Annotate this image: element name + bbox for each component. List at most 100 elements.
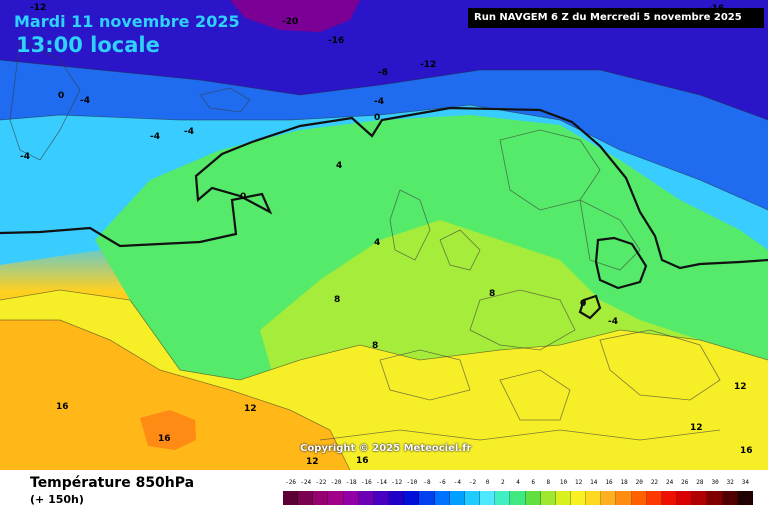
- forecast-date: Mardi 11 novembre 2025: [14, 12, 240, 31]
- scale-swatch: [540, 491, 556, 505]
- scale-tick-label: 0: [485, 479, 490, 486]
- scale-swatch: [677, 491, 693, 505]
- scale-tick-label: 20: [635, 479, 643, 486]
- warm-cell: [140, 410, 196, 450]
- scale-swatch: [722, 491, 738, 505]
- scale-tick-label: 24: [665, 479, 674, 486]
- isotherm-label: 4: [336, 161, 342, 171]
- scale-swatch: [495, 491, 511, 505]
- isotherm-label: -4: [80, 96, 90, 106]
- isotherm-label: 16: [356, 456, 369, 466]
- scale-tick-label: 4: [516, 479, 520, 486]
- copyright-text: Copyright © 2025 Meteociel.fr: [300, 443, 472, 454]
- isotherm-label: 12: [690, 423, 703, 433]
- orange-southwest: [0, 320, 350, 470]
- scale-swatch: [555, 491, 571, 505]
- scale-tick-label: -10: [406, 479, 418, 486]
- isotherm-label: 8: [489, 289, 495, 299]
- isotherm-label: 0: [580, 299, 586, 309]
- cold-core-north: [0, 0, 768, 120]
- scale-tick-label: 18: [620, 479, 628, 486]
- scale-tick-label: -16: [360, 479, 372, 486]
- isotherm-label: -4: [374, 97, 384, 107]
- forecast-local-time: 13:00 locale: [16, 33, 160, 57]
- isotherm-label: -4: [608, 317, 618, 327]
- cold-core-arctic: [230, 0, 360, 32]
- forecast-offset: (+ 150h): [30, 493, 84, 506]
- scale-tick-label: -24: [300, 479, 312, 486]
- isotherm-label: 16: [740, 446, 753, 456]
- isotherm-label: 16: [56, 402, 69, 412]
- color-scale: -26 -24 -22 -20 -18 -16 -14 -12 -10 -8 -6 -4 -2 0 2 4 6 8…: [283, 479, 753, 505]
- scale-tick-label: 34: [741, 479, 750, 486]
- scale-tick-label: -6: [438, 479, 446, 486]
- scale-tick-label: 6: [531, 479, 535, 486]
- scale-swatch: [646, 491, 662, 505]
- isotherm-label: 12: [244, 404, 257, 414]
- scale-swatch: [358, 491, 374, 505]
- scale-swatch: [449, 491, 465, 505]
- isotherm-label: -16: [328, 36, 344, 46]
- isotherm-label: 0: [374, 113, 380, 123]
- scale-tick-label: -12: [391, 479, 403, 486]
- scale-tick-label: 12: [575, 479, 583, 486]
- scale-swatch: [601, 491, 617, 505]
- scale-swatch: [661, 491, 678, 505]
- zero-isotherm: [0, 106, 768, 320]
- scale-tick-label: -4: [453, 479, 461, 486]
- scale-tick-label: 30: [711, 479, 719, 486]
- temperature-map: -12 -20 -16 -12 -8 -4 0 -4 -4 -4 -4 0 0 …: [0, 0, 768, 470]
- scale-swatch: [464, 491, 481, 505]
- color-scale-labels: -26 -24 -22 -20 -18 -16 -14 -12 -10 -8 -6 -4 -2 0 2 4 6 8…: [283, 479, 753, 489]
- model-run-label: Run NAVGEM 6 Z du Mercredi 5 novembre 20…: [468, 8, 764, 28]
- scale-swatch: [298, 491, 314, 505]
- scale-tick-label: -20: [330, 479, 342, 486]
- scale-tick-label: 22: [650, 479, 659, 486]
- scale-swatch: [404, 491, 420, 505]
- isotherm-label: 8: [372, 341, 378, 351]
- scale-swatch: [586, 491, 602, 505]
- scale-tick-label: 14: [590, 479, 598, 486]
- scale-tick-label: 2: [501, 479, 505, 486]
- scale-swatch: [434, 491, 450, 505]
- scale-tick-label: -2: [468, 479, 477, 486]
- footer-bar: Température 850hPa (+ 150h) -26 -24 -22 -20…: [0, 470, 768, 512]
- scale-swatch: [480, 491, 496, 505]
- isotherm-label: -4: [20, 152, 30, 162]
- isotherm-label: -12: [30, 3, 46, 13]
- scale-swatch: [510, 491, 526, 505]
- isotherm-label: -8: [378, 68, 388, 78]
- isotherm-label: 0: [58, 91, 64, 101]
- scale-swatch: [373, 491, 390, 505]
- isotherm-lines: [0, 59, 768, 470]
- isotherm-label: 16: [158, 434, 171, 444]
- isotherm-labels: -12 -20 -16 -12 -8 -4 0 -4 -4 -4 -4 0 0 …: [20, 3, 753, 467]
- scale-tick-label: -14: [376, 479, 387, 486]
- scale-tick-label: -8: [423, 479, 431, 486]
- scale-tick-label: -22: [315, 479, 327, 486]
- scale-swatch: [328, 491, 344, 505]
- polar-blue-band: [0, 60, 768, 210]
- isotherm-label: -4: [150, 132, 160, 142]
- isotherm-label: 12: [306, 457, 319, 467]
- scale-swatch: [525, 491, 541, 505]
- scale-tick-label: 10: [559, 479, 568, 486]
- scale-tick-label: -18: [345, 479, 357, 486]
- scale-tick-label: 28: [696, 479, 704, 486]
- scale-tick-label: -26: [285, 479, 297, 486]
- scale-tick-label: 32: [726, 479, 734, 486]
- scale-swatch: [283, 491, 299, 505]
- scale-swatch: [616, 491, 632, 505]
- coastlines: [9, 39, 721, 441]
- scale-tick-label: 16: [605, 479, 613, 486]
- scale-tick-label: 8: [546, 479, 551, 486]
- scale-swatch: [737, 491, 753, 505]
- scale-swatch: [692, 491, 708, 505]
- scale-tick-label: 26: [681, 479, 689, 486]
- scale-swatch: [570, 491, 587, 505]
- scale-swatch: [419, 491, 435, 505]
- color-scale-bar: [283, 491, 753, 505]
- isotherm-label: 4: [374, 238, 380, 248]
- scale-swatch: [313, 491, 329, 505]
